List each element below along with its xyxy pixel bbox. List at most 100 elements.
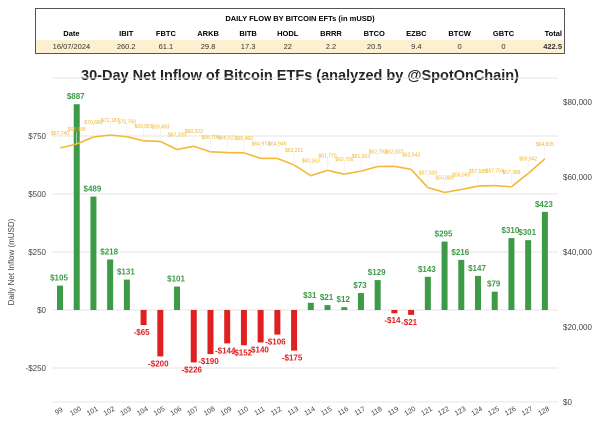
price-label: $60,942 [519,156,537,162]
bar-value-label: -$144 [215,346,236,355]
column-header: BRRR [320,29,342,38]
column-header: Date [63,29,80,38]
bar-value-label: -$14 [384,316,401,325]
x-tick-label: 123 [454,406,468,418]
price-label: $55,880 [436,175,454,181]
price-label: $69,493 [151,124,169,130]
bar [408,310,415,315]
right-tick-label: $20,000 [563,323,592,332]
left-tick-label: $0 [37,306,46,315]
column-header: HODL [277,29,299,38]
bar [357,293,364,310]
price-label: $71,187 [101,118,119,124]
table-cell: 16/07/2024 [35,40,107,54]
price-label: $68,808 [68,127,86,133]
bar-value-label: $129 [368,268,386,277]
bar-value-label: $301 [518,228,536,237]
bar [391,310,398,314]
bar-value-label: $12 [337,295,351,304]
bar [475,275,481,310]
x-tick-label: 125 [487,406,501,418]
bar [157,310,164,357]
bar-value-label: $295 [435,230,453,239]
bar [190,310,197,363]
bar [491,291,498,310]
x-tick-label: 106 [169,406,183,418]
bar [525,240,532,310]
x-tick-label: 127 [521,406,535,418]
chart-title: 30-Day Net Inflow of Bitcoin ETFs (analy… [81,68,519,84]
x-tick-label: 105 [153,406,167,418]
x-tick-label: 113 [287,406,300,418]
bar-value-label: -$106 [265,338,286,347]
left-tick-label: $500 [28,190,46,199]
bar [291,310,298,351]
table-cell: 260.2 [106,40,146,54]
bar [174,286,181,310]
bar [57,285,63,310]
x-tick-label: 117 [354,406,367,418]
bar [123,279,130,310]
table-cell: 20.5 [352,40,396,54]
bar-value-label: -$226 [182,365,203,374]
column-header: EZBC [406,29,427,38]
price-label: $70,760 [118,120,136,126]
price-label: $57,388 [502,170,520,176]
x-tick-label: 122 [437,406,451,418]
x-tick-label: 114 [303,406,316,418]
bar [541,211,548,310]
price-label: $64,973 [252,141,270,147]
price-label: $57,189 [419,171,437,177]
column-header: IBIT [119,29,134,38]
bar-value-label: $31 [303,291,317,300]
table-cell: 17.3 [229,40,267,54]
table-cell: 0 [437,40,483,54]
x-tick-label: 111 [254,406,267,417]
column-header: BTCW [448,29,471,38]
price-label: $62,793 [369,150,387,156]
x-tick-label: 103 [119,406,133,418]
bar-value-label: $105 [50,274,68,283]
bar-value-label: $310 [502,226,520,235]
price-label: $66,517 [218,136,236,142]
x-tick-label: 116 [337,406,350,418]
table-header-row: Date IBIT FBTC ARKB BITB HODL BRRR BTCO EZBC BTCW… [36,27,565,40]
x-tick-label: 120 [404,406,418,418]
bar [224,310,231,344]
x-tick-label: 124 [470,406,484,418]
bar-value-label: -$175 [282,354,303,363]
table-cell: 0 [482,40,525,54]
table-cell: 22 [266,40,310,54]
daily-flow-table: DAILY FLOW BY BITCOIN EFTs (in mUSD) Dat… [35,8,565,54]
bar [441,241,448,310]
bar [508,238,515,310]
x-tick-label: 126 [504,406,518,418]
price-label: $63,221 [285,148,303,154]
bar-value-label: $131 [117,268,135,277]
bar [240,310,247,346]
price-label: $57,585 [469,169,487,175]
bar-value-label: $887 [67,92,85,101]
table-cell: 29.8 [186,40,230,54]
column-header: Total [544,29,562,38]
price-label: $66,709 [201,135,219,141]
bar [374,280,381,310]
price-line [59,134,546,194]
bar-value-label: $73 [353,281,367,290]
price-label: $69,657 [135,124,153,130]
bar [73,104,80,310]
bar-value-label: -$190 [198,357,219,366]
column-header: ARKB [197,29,219,38]
bar-value-label: $218 [100,247,118,256]
price-label: $60,756 [335,157,353,163]
left-tick-label: $750 [28,132,46,141]
left-tick-label: -$250 [26,364,47,373]
x-tick-label: 128 [537,406,551,418]
column-header: BTCO [363,29,385,38]
price-label: $70,680 [84,120,102,126]
bar-value-label: $147 [468,264,486,273]
table-cell: 9.4 [395,40,438,54]
x-tick-label: 119 [387,406,400,418]
right-tick-label: $60,000 [563,173,592,182]
